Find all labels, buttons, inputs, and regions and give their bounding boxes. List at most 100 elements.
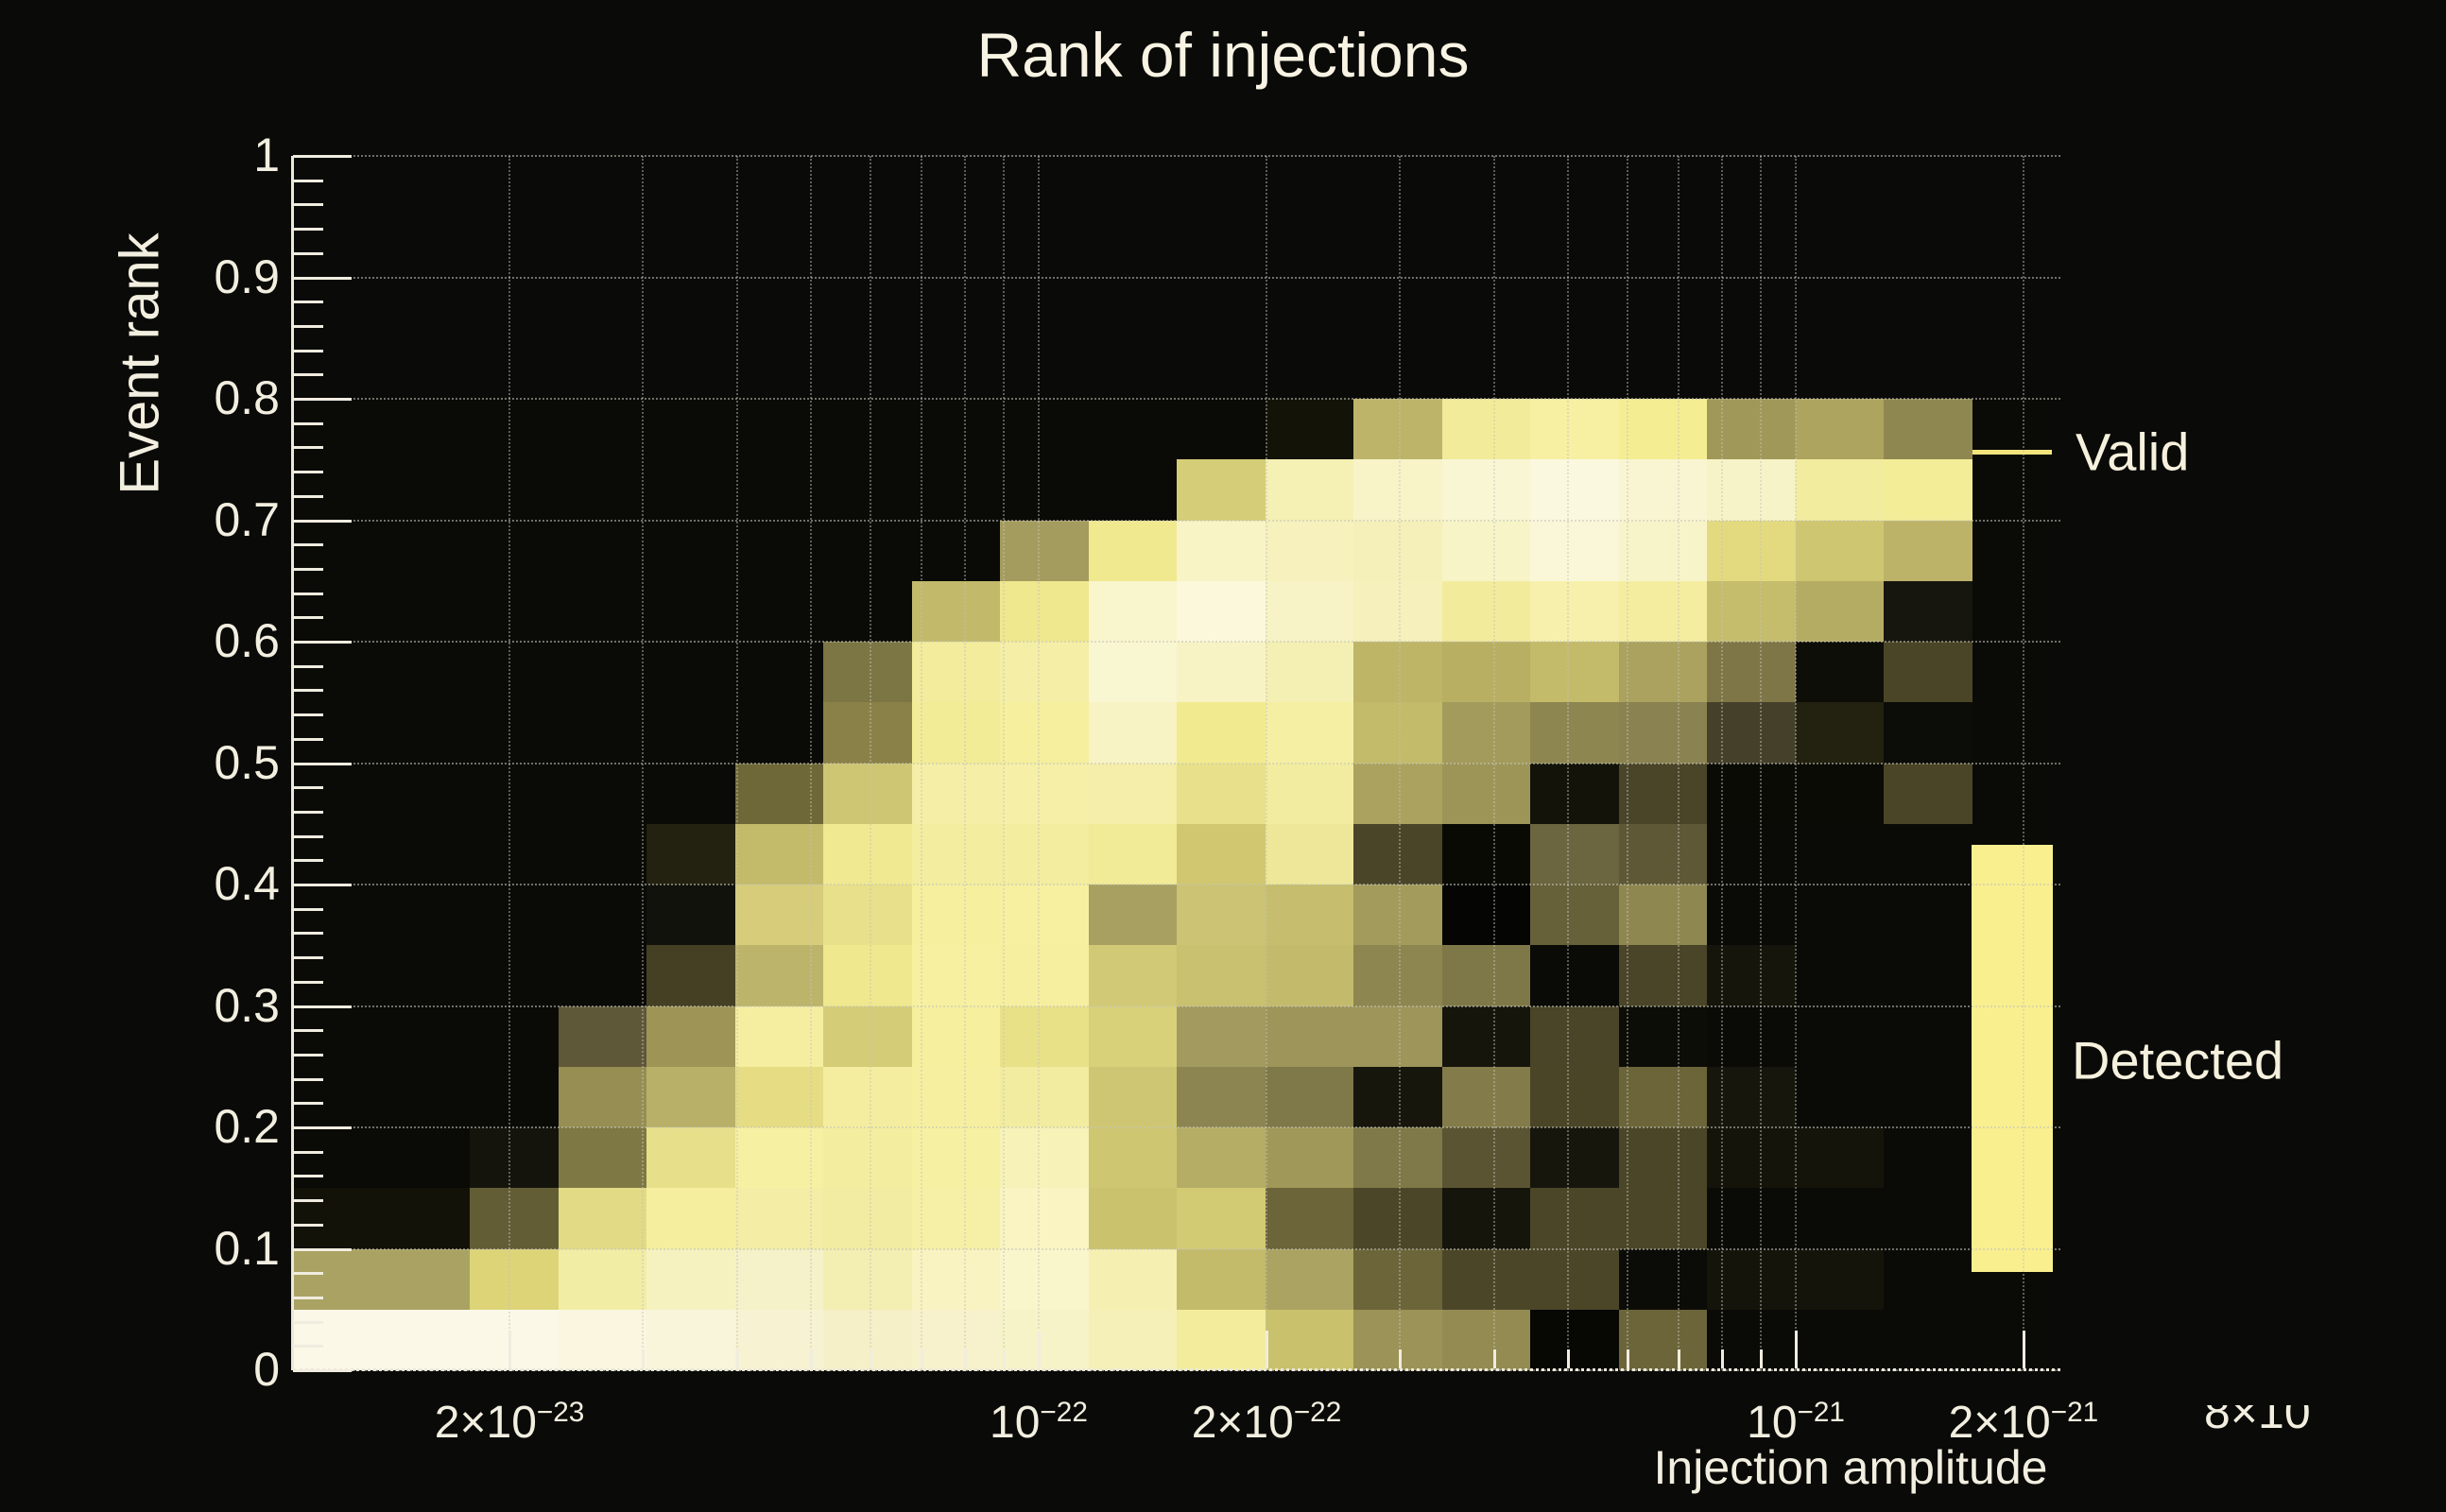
heatmap-cell xyxy=(1265,945,1353,1006)
heatmap-cell xyxy=(646,885,735,946)
heatmap-cell xyxy=(1353,642,1442,703)
heatmap-cell xyxy=(1177,399,1266,460)
heatmap-cell xyxy=(734,823,823,885)
x-gridline xyxy=(1493,156,1496,1370)
heatmap-cell xyxy=(1707,823,1796,885)
x-axis-line xyxy=(293,1368,2060,1371)
heatmap-cell xyxy=(1707,1188,1796,1249)
y-tick-mark xyxy=(293,543,323,547)
heatmap-cell xyxy=(1000,1309,1089,1370)
heatmap-cell xyxy=(1177,945,1266,1006)
heatmap-cell xyxy=(381,580,470,642)
heatmap-cell xyxy=(470,702,559,764)
heatmap-cell xyxy=(646,763,735,824)
heatmap-cell xyxy=(558,459,646,521)
heatmap-cell xyxy=(1884,1248,1972,1310)
heatmap-cell xyxy=(293,1188,382,1249)
heatmap-cell xyxy=(1441,945,1530,1006)
y-tick-mark xyxy=(293,980,323,984)
heatmap-cell xyxy=(1707,702,1796,764)
y-tick-label: 0.2 xyxy=(214,1100,280,1153)
heatmap-cell xyxy=(911,763,1000,824)
heatmap-cell xyxy=(1177,1248,1266,1310)
heatmap-cell xyxy=(734,885,823,946)
heatmap-cell xyxy=(823,702,912,764)
heatmap-cell xyxy=(1707,1066,1796,1127)
heatmap-cell xyxy=(1000,399,1089,460)
heatmap-cell xyxy=(1618,1309,1707,1370)
heatmap-cell xyxy=(823,1066,912,1127)
heatmap-cell xyxy=(1088,1309,1177,1370)
heatmap-cell xyxy=(1353,1248,1442,1310)
heatmap-cell xyxy=(1177,885,1266,946)
y-tick-mark xyxy=(293,228,323,232)
y-tick-mark xyxy=(293,1077,323,1081)
heatmap-cell xyxy=(1353,1188,1442,1249)
x-gridline xyxy=(1760,156,1763,1370)
heatmap-cell xyxy=(1530,1188,1619,1249)
x-tick-label: 2×10−23 xyxy=(434,1397,585,1448)
heatmap-cell xyxy=(1441,399,1530,460)
heatmap-cell xyxy=(734,520,823,581)
x-tick-mark xyxy=(1037,1331,1041,1368)
y-tick-mark xyxy=(293,932,323,936)
y-tick-mark xyxy=(293,446,323,450)
heatmap-cell xyxy=(1707,642,1796,703)
heatmap-cell xyxy=(1795,763,1884,824)
heatmap-cell xyxy=(293,642,382,703)
legend-valid-line-swatch xyxy=(1972,450,2052,455)
y-tick-mark xyxy=(293,1345,323,1349)
heatmap-cell xyxy=(558,823,646,885)
x-gridline xyxy=(1721,156,1724,1370)
heatmap-cell xyxy=(734,945,823,1006)
y-tick-mark xyxy=(293,884,352,886)
heatmap-cell xyxy=(1972,580,2060,642)
heatmap-cell xyxy=(470,885,559,946)
heatmap-cell xyxy=(1088,1248,1177,1310)
y-tick-mark xyxy=(293,349,323,352)
clipped-corner-label: 8×10 xyxy=(2204,1405,2384,1451)
heatmap-cell xyxy=(734,642,823,703)
heatmap-cell xyxy=(1530,520,1619,581)
heatmap-cell xyxy=(1530,1127,1619,1189)
y-gridline xyxy=(293,155,2060,157)
heatmap-cell xyxy=(823,399,912,460)
heatmap-cell xyxy=(1530,823,1619,885)
heatmap-cell xyxy=(1618,520,1707,581)
plot-area xyxy=(291,155,2060,1372)
heatmap-cell xyxy=(1707,945,1796,1006)
heatmap-cell xyxy=(734,399,823,460)
heatmap-cell xyxy=(558,702,646,764)
heatmap-cell xyxy=(1530,702,1619,764)
heatmap-cell xyxy=(1795,1309,1884,1370)
heatmap-cell xyxy=(558,1127,646,1189)
heatmap-cell xyxy=(1530,580,1619,642)
heatmap-cell xyxy=(646,1066,735,1127)
clipped-corner-label-text: 8×10 xyxy=(2204,1405,2311,1438)
heatmap-cell xyxy=(1265,1248,1353,1310)
heatmap-cell xyxy=(734,763,823,824)
heatmap-cell xyxy=(1972,520,2060,581)
heatmap-cell xyxy=(381,459,470,521)
heatmap-cell xyxy=(1884,1127,1972,1189)
y-tick-mark xyxy=(293,179,323,182)
heatmap-cell xyxy=(1618,1248,1707,1310)
heatmap-cell xyxy=(1707,459,1796,521)
heatmap-cell xyxy=(911,1127,1000,1189)
heatmap-cell xyxy=(823,1188,912,1249)
heatmap-cell xyxy=(1265,702,1353,764)
heatmap-cell xyxy=(558,1188,646,1249)
y-tick-mark xyxy=(293,859,323,863)
heatmap-cell xyxy=(646,580,735,642)
heatmap-cell xyxy=(1088,885,1177,946)
heatmap-cell xyxy=(823,823,912,885)
heatmap-cell xyxy=(1441,459,1530,521)
heatmap-cell xyxy=(1884,580,1972,642)
x-tick-mark xyxy=(869,1349,872,1368)
heatmap-cell xyxy=(1353,1066,1442,1127)
heatmap-cell xyxy=(1265,642,1353,703)
heatmap-cell xyxy=(1707,1005,1796,1067)
heatmap-cell xyxy=(1000,702,1089,764)
heatmap-cell xyxy=(1795,885,1884,946)
heatmap-cell xyxy=(558,580,646,642)
